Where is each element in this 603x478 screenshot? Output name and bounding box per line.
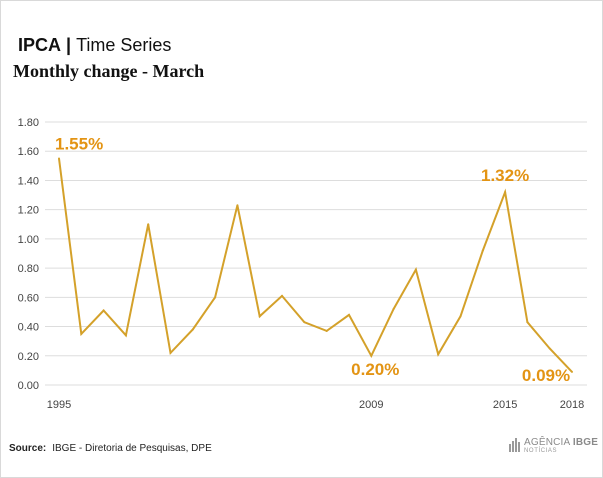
data-point: [124, 334, 127, 337]
y-tick-label: 0.40: [18, 322, 39, 334]
chart-heading: IPCA | Time Series: [18, 35, 171, 56]
data-point: [571, 370, 573, 373]
annotations: 1.55% 0.20% 1.32% 0.09%: [55, 135, 570, 385]
y-tick-label: 0.00: [18, 380, 39, 392]
data-point: [214, 296, 217, 299]
y-tick-label: 1.60: [18, 146, 39, 158]
data-point: [58, 157, 60, 160]
source-label: Source:: [9, 443, 47, 454]
y-tick-label: 0.80: [18, 263, 39, 275]
x-axis-ticks: 1995 2009 2015 2018: [47, 399, 584, 411]
data-point: [102, 309, 105, 312]
y-axis-ticks: 0.00 0.20 0.40 0.60 0.80 1.00 1.20 1.40 1.60 1.80: [18, 117, 39, 392]
title-bold: IPCA: [18, 35, 62, 55]
data-point: [370, 354, 373, 357]
x-tick-label: 2015: [493, 399, 517, 411]
data-points: [58, 157, 573, 373]
x-tick-label: 1995: [47, 399, 71, 411]
x-tick-label: 2009: [359, 399, 383, 411]
series-line: [58, 158, 573, 373]
data-point: [258, 315, 261, 318]
chart-subtitle: Monthly change - March: [13, 61, 205, 81]
logo-mark-icon: [509, 438, 520, 452]
y-tick-label: 0.20: [18, 351, 39, 363]
y-tick-label: 1.80: [18, 117, 39, 129]
title-separator: |: [66, 35, 72, 55]
data-point: [481, 249, 484, 252]
y-tick-label: 1.40: [18, 175, 39, 187]
data-point: [504, 191, 507, 194]
data-point: [169, 351, 172, 354]
data-point: [459, 315, 462, 318]
gridlines: [45, 121, 587, 386]
annotation-label: 0.09%: [522, 366, 570, 385]
x-tick-label: 2018: [560, 399, 584, 411]
data-point: [191, 328, 194, 331]
annotation-label: 1.32%: [481, 166, 529, 185]
title-rest: Time Series: [76, 35, 172, 55]
data-point: [281, 294, 284, 297]
y-tick-label: 1.00: [18, 234, 39, 246]
data-point: [236, 204, 239, 207]
data-point: [548, 347, 551, 350]
logo-bold: IBGE: [572, 437, 599, 448]
logo-main: AGÊNCIA: [524, 437, 570, 448]
source-note: Source: IBGE - Diretoria de Pesquisas, DP…: [9, 443, 212, 454]
data-point: [303, 321, 306, 324]
data-point: [437, 353, 440, 356]
source-text: IBGE - Diretoria de Pesquisas, DPE: [52, 443, 212, 454]
logo-sub: NOTÍCIAS: [524, 448, 558, 454]
y-tick-label: 0.60: [18, 292, 39, 304]
data-point: [147, 223, 150, 226]
logo-text: AGÊNCIA IBGE: [524, 437, 598, 448]
data-point: [392, 308, 395, 311]
data-point: [325, 329, 328, 332]
y-tick-label: 1.20: [18, 205, 39, 217]
annotation-label: 1.55%: [55, 135, 103, 154]
data-point: [347, 313, 350, 316]
data-point: [80, 332, 83, 335]
data-point: [526, 321, 529, 324]
agencia-ibge-logo: AGÊNCIA IBGE NOTÍCIAS: [509, 436, 598, 458]
annotation-label: 0.20%: [351, 360, 399, 379]
data-point: [414, 268, 417, 271]
